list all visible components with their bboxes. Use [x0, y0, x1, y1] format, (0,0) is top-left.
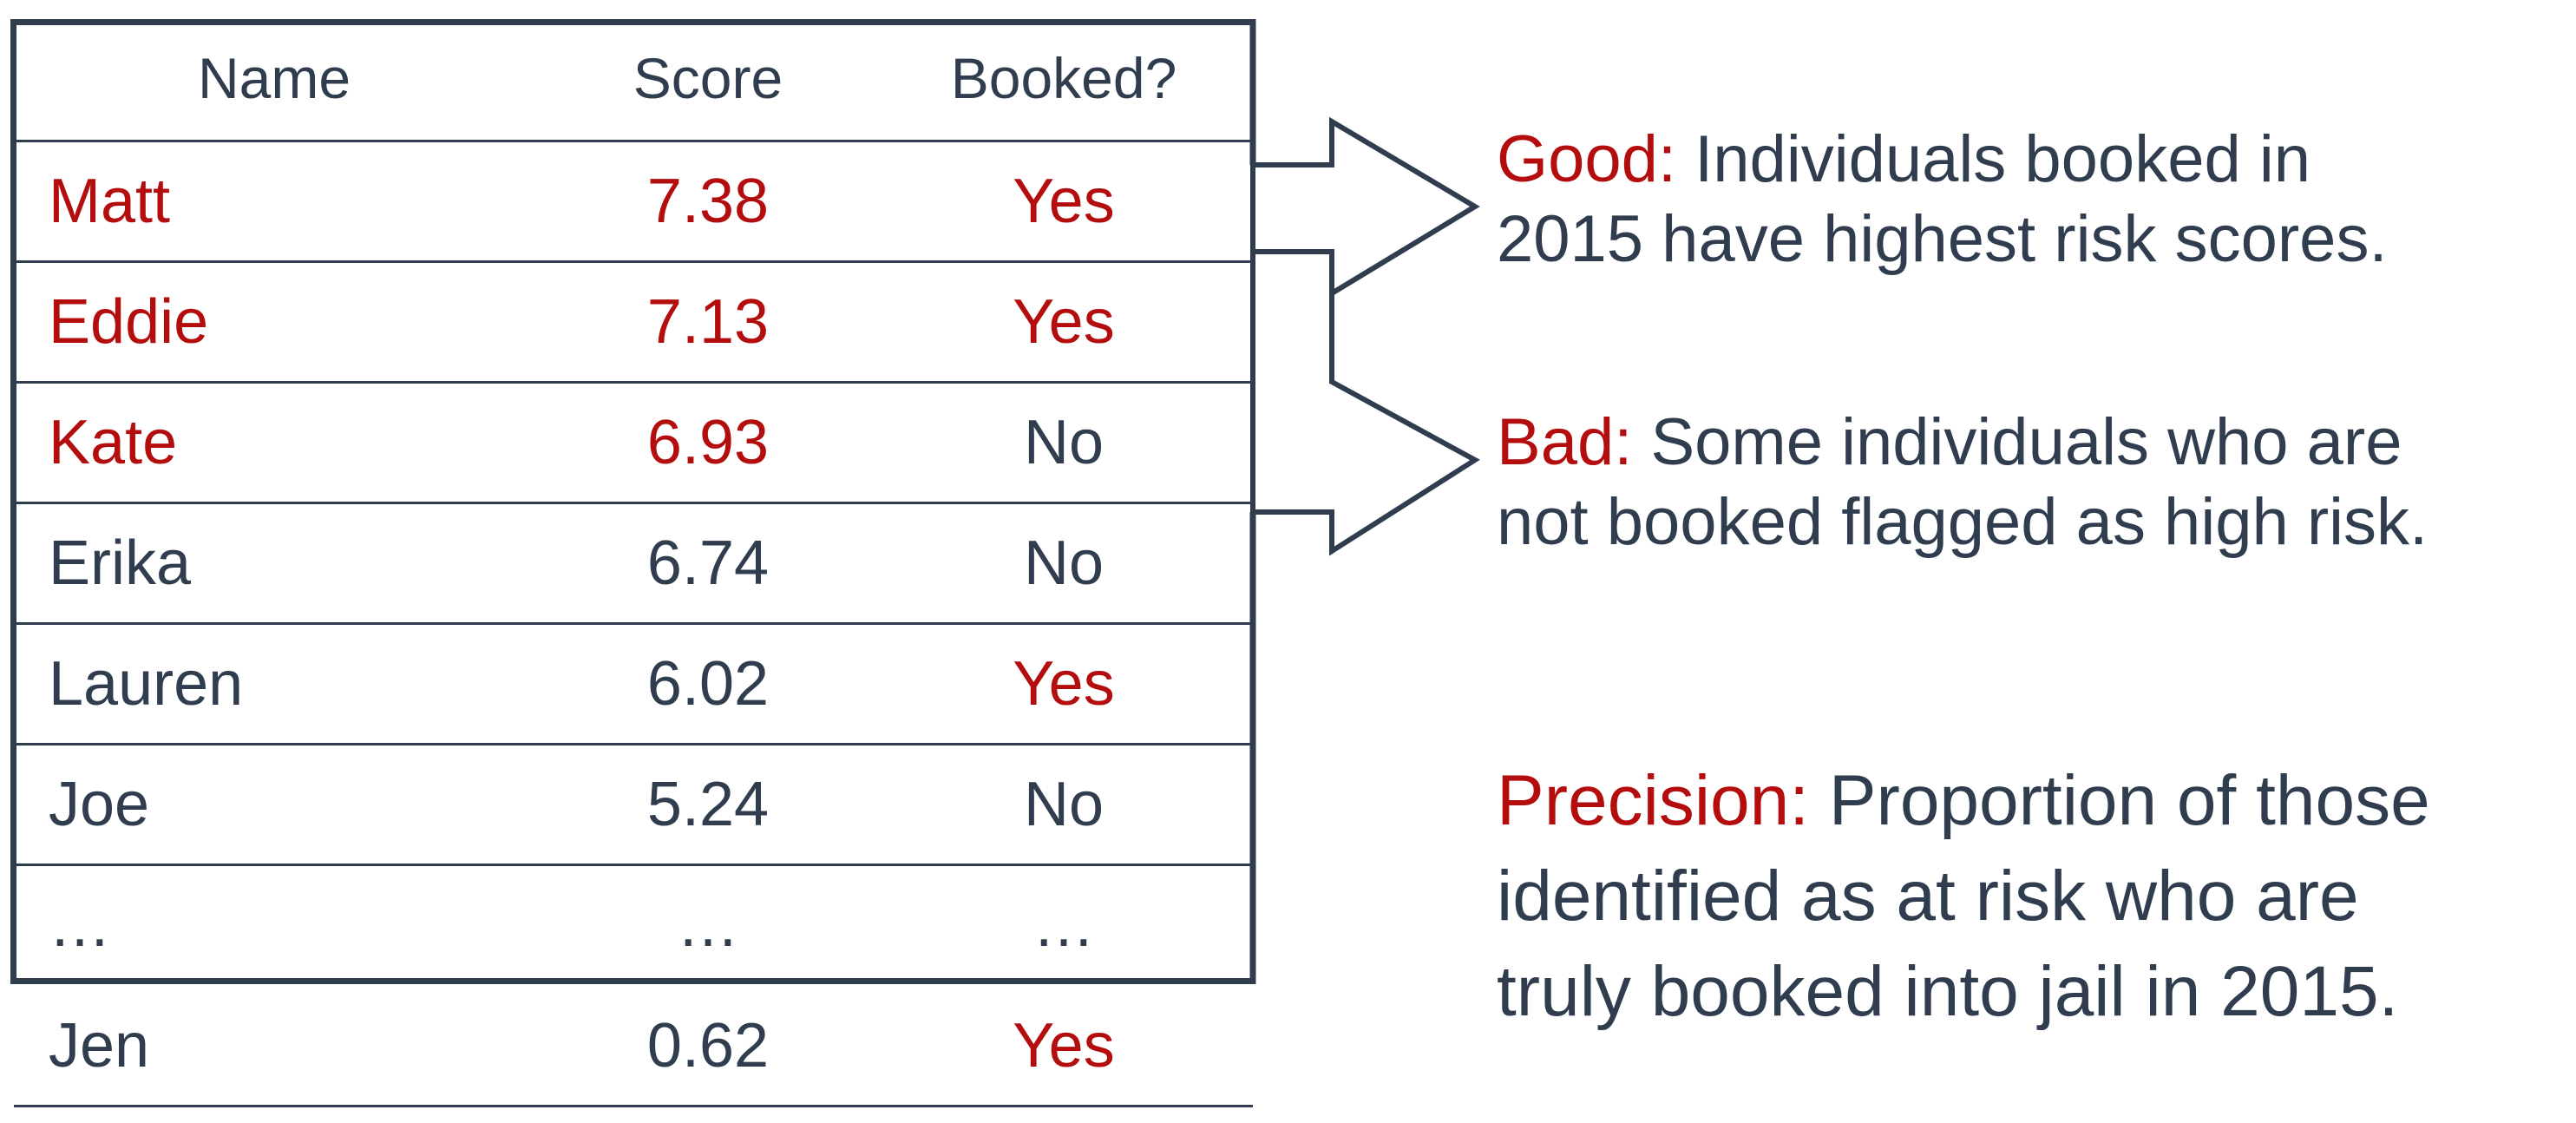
table-row: … … …	[14, 866, 1253, 987]
note-precision-line1: Proportion of those	[1809, 761, 2430, 840]
row-name: Erika	[49, 529, 192, 598]
row-booked: No	[1023, 529, 1104, 598]
header-name: Name	[197, 46, 351, 110]
row-booked: …	[1032, 890, 1095, 960]
table-row: Kate 6.93 No	[14, 384, 1253, 504]
note-good: Good: Individuals booked in 2015 have hi…	[1497, 120, 2388, 279]
row-score: 5.24	[646, 770, 770, 839]
header-score: Score	[633, 46, 783, 110]
row-booked: Yes	[1013, 649, 1115, 719]
note-good-line1: Individuals booked in	[1676, 122, 2311, 196]
row-name: …	[49, 890, 111, 960]
table-row: Erika 6.74 No	[14, 504, 1253, 625]
row-name: Eddie	[49, 287, 209, 357]
table-row: Eddie 7.13 Yes	[14, 263, 1253, 384]
row-booked: No	[1023, 408, 1104, 477]
note-good-line2: 2015 have highest risk scores.	[1497, 202, 2388, 276]
row-name: Joe	[49, 770, 150, 839]
note-bad: Bad: Some individuals who are not booked…	[1497, 403, 2428, 562]
note-bad-lead: Bad:	[1497, 405, 1633, 479]
table-header: Name Score Booked?	[14, 19, 1253, 142]
row-score: 6.93	[646, 408, 770, 477]
table-row: Joe 5.24 No	[14, 745, 1253, 866]
arrow-bad-icon	[1250, 249, 1480, 556]
table-row: Lauren 6.02 Yes	[14, 625, 1253, 745]
header-booked: Booked?	[950, 46, 1177, 110]
row-score: 0.62	[646, 1011, 770, 1080]
note-precision-line3: truly booked into jail in 2015.	[1497, 952, 2399, 1031]
note-precision: Precision: Proportion of those identifie…	[1497, 753, 2430, 1040]
row-name: Lauren	[49, 649, 244, 719]
row-score: 7.13	[646, 287, 770, 357]
note-precision-line2: identified as at risk who are	[1497, 857, 2359, 936]
note-good-lead: Good:	[1497, 122, 1677, 196]
note-bad-line1: Some individuals who are	[1632, 405, 2402, 479]
note-precision-lead: Precision:	[1497, 761, 1810, 840]
row-booked: Yes	[1013, 167, 1115, 236]
row-name: Jen	[49, 1011, 150, 1080]
highlight-frame	[10, 19, 1253, 984]
row-booked: Yes	[1013, 1011, 1115, 1080]
row-name: Kate	[49, 408, 178, 477]
row-score: 7.38	[646, 167, 770, 236]
row-score: 6.02	[646, 649, 770, 719]
table-row: Matt 7.38 Yes	[14, 142, 1253, 263]
row-booked: Yes	[1013, 287, 1115, 357]
note-bad-line2: not booked flagged as high risk.	[1497, 485, 2429, 559]
row-name: Matt	[49, 167, 171, 236]
table-row: Jen 0.62 Yes	[14, 987, 1253, 1107]
row-booked: No	[1023, 770, 1104, 839]
row-score: …	[677, 890, 739, 960]
row-score: 6.74	[646, 529, 770, 598]
